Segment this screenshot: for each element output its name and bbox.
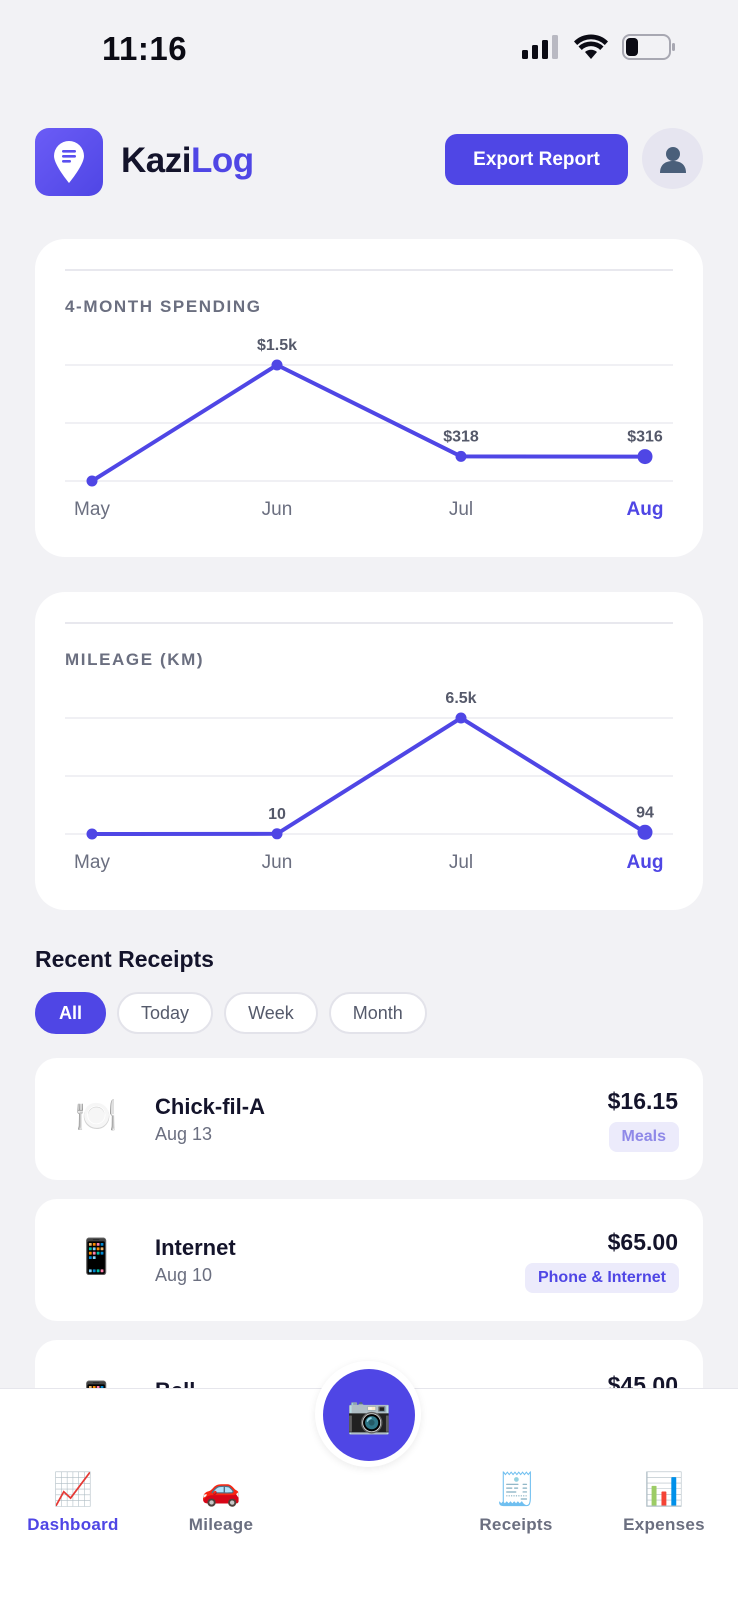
mileage-point-jun bbox=[271, 828, 283, 840]
mobile-phone-icon: 📱 bbox=[75, 1238, 118, 1276]
spending-series-line bbox=[90, 363, 647, 483]
spending-data-label: $1.5k bbox=[257, 337, 297, 354]
status-icons bbox=[522, 34, 676, 60]
mileage-data-label: 94 bbox=[636, 804, 654, 821]
spending-point-jul bbox=[455, 450, 467, 462]
capture-receipt-button[interactable]: 📷 bbox=[323, 1369, 415, 1461]
status-time: 11:16 bbox=[102, 30, 188, 67]
avatar-button[interactable] bbox=[642, 128, 703, 189]
tab-dashboard[interactable]: 📈 Dashboard bbox=[13, 1469, 133, 1535]
mileage-series-line bbox=[90, 716, 647, 836]
spending-point-may bbox=[86, 475, 98, 487]
filter-chip-today[interactable]: Today bbox=[117, 992, 214, 1034]
receipt-item[interactable]: 🍽️ Chick-fil-A Aug 13 $16.15 Meals bbox=[35, 1058, 703, 1180]
spending-point-jun bbox=[271, 359, 283, 371]
status-bar: 11:16 bbox=[0, 0, 738, 100]
receipt-icon: 🧾 bbox=[496, 1471, 536, 1507]
tab-label: Expenses bbox=[623, 1515, 705, 1534]
mileage-point-may bbox=[86, 828, 98, 840]
camera-icon: 📷 bbox=[346, 1394, 392, 1435]
spending-point-aug bbox=[637, 449, 653, 465]
battery-icon bbox=[622, 34, 675, 60]
spending-data-label: $316 bbox=[627, 429, 663, 446]
receipt-category-badge: Phone & Internet bbox=[524, 1263, 679, 1293]
filter-chip-month[interactable]: Month bbox=[328, 992, 427, 1034]
mileage-x-tick-label: May bbox=[74, 852, 110, 873]
map-pin-note-icon bbox=[54, 141, 84, 183]
spending-line-chart: May $1.5k Jun $318 Jul $316 Aug bbox=[65, 337, 673, 520]
receipt-date: Aug 10 bbox=[155, 1265, 213, 1285]
receipt-category-badge: Meals bbox=[608, 1122, 679, 1152]
filter-chip-week[interactable]: Week bbox=[224, 992, 318, 1034]
receipt-date: Aug 13 bbox=[155, 1124, 213, 1144]
receipt-filter-chips: All Today Week Month bbox=[35, 992, 427, 1034]
plate-cutlery-icon: 🍽️ bbox=[75, 1097, 118, 1135]
tab-label: Receipts bbox=[479, 1515, 553, 1534]
spending-data-label: $318 bbox=[443, 428, 479, 445]
app-header: KaziLog Export Report bbox=[35, 128, 703, 198]
mileage-point-jul bbox=[455, 712, 467, 724]
filter-chip-all[interactable]: All bbox=[35, 992, 107, 1034]
mileage-line-chart: May 10 Jun 6.5k Jul 94 Aug bbox=[65, 690, 673, 873]
tab-expenses[interactable]: 📊 Expenses bbox=[604, 1469, 724, 1535]
tab-label: Dashboard bbox=[27, 1515, 119, 1534]
mileage-point-aug bbox=[637, 824, 653, 840]
spending-x-tick-label: Aug bbox=[627, 499, 664, 520]
mileage-chart-card: MILEAGE (KM) May 10 Jun 6.5k Jul 94 Aug bbox=[35, 592, 703, 910]
mileage-x-tick-label: Jun bbox=[262, 852, 293, 873]
receipt-item[interactable]: 📱 Internet Aug 10 $65.00 Phone & Interne… bbox=[35, 1199, 703, 1321]
brand-name: KaziLog bbox=[121, 141, 254, 181]
card-divider bbox=[65, 622, 673, 624]
mileage-x-tick-label: Aug bbox=[627, 852, 664, 873]
receipt-merchant: Chick-fil-A bbox=[155, 1094, 265, 1119]
app-logo bbox=[35, 128, 103, 196]
car-icon: 🚗 bbox=[201, 1471, 241, 1507]
tab-receipts[interactable]: 🧾 Receipts bbox=[456, 1469, 576, 1535]
receipt-amount: $65.00 bbox=[607, 1229, 678, 1255]
brand-name-part2: Log bbox=[190, 141, 254, 180]
cellular-signal-icon bbox=[522, 35, 558, 59]
mileage-chart-title: MILEAGE (KM) bbox=[65, 650, 205, 669]
brand-name-part1: Kazi bbox=[121, 141, 191, 180]
wifi-icon bbox=[574, 34, 608, 59]
tab-mileage[interactable]: 🚗 Mileage bbox=[161, 1469, 281, 1535]
bottom-tab-bar: 📷 📈 Dashboard 🚗 Mileage 🧾 Receipts 📊 Exp… bbox=[0, 1361, 738, 1600]
spending-chart-card: 4-MONTH SPENDING May $1.5k Jun $318 Jul $316 A… bbox=[35, 239, 703, 557]
spending-x-tick-label: Jun bbox=[262, 499, 293, 520]
chart-increasing-icon: 📈 bbox=[53, 1471, 93, 1507]
recent-receipts-heading: Recent Receipts bbox=[35, 946, 214, 972]
card-divider bbox=[65, 269, 673, 271]
export-report-button[interactable]: Export Report bbox=[445, 134, 628, 185]
receipt-amount: $16.15 bbox=[607, 1088, 678, 1114]
spending-chart-title: 4-MONTH SPENDING bbox=[65, 297, 262, 316]
mileage-x-tick-label: Jul bbox=[449, 852, 473, 873]
mileage-data-label: 10 bbox=[268, 806, 286, 823]
user-silhouette-icon bbox=[659, 146, 686, 173]
bar-chart-icon: 📊 bbox=[644, 1471, 684, 1507]
spending-x-tick-label: Jul bbox=[449, 499, 473, 520]
spending-x-tick-label: May bbox=[74, 499, 110, 520]
receipt-merchant: Internet bbox=[155, 1235, 236, 1260]
tab-label: Mileage bbox=[188, 1515, 254, 1534]
mileage-data-label: 6.5k bbox=[445, 690, 476, 707]
